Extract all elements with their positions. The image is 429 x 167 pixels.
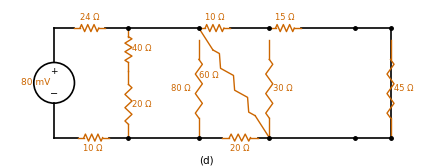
Text: 80 Ω: 80 Ω: [172, 84, 191, 93]
Text: 30 Ω: 30 Ω: [273, 84, 293, 93]
Text: 40 Ω: 40 Ω: [133, 44, 152, 53]
Text: 45 Ω: 45 Ω: [394, 84, 414, 93]
Text: 20 Ω: 20 Ω: [230, 144, 250, 153]
Text: 10 Ω: 10 Ω: [84, 144, 103, 153]
Text: (d): (d): [199, 155, 214, 165]
Text: +: +: [50, 67, 58, 76]
Text: 10 Ω: 10 Ω: [205, 13, 224, 22]
Text: 80 mV: 80 mV: [21, 78, 50, 87]
Text: 20 Ω: 20 Ω: [133, 100, 152, 109]
Text: 60 Ω: 60 Ω: [199, 70, 218, 79]
Text: −: −: [50, 89, 58, 99]
Text: 15 Ω: 15 Ω: [275, 13, 295, 22]
Text: 24 Ω: 24 Ω: [80, 13, 99, 22]
